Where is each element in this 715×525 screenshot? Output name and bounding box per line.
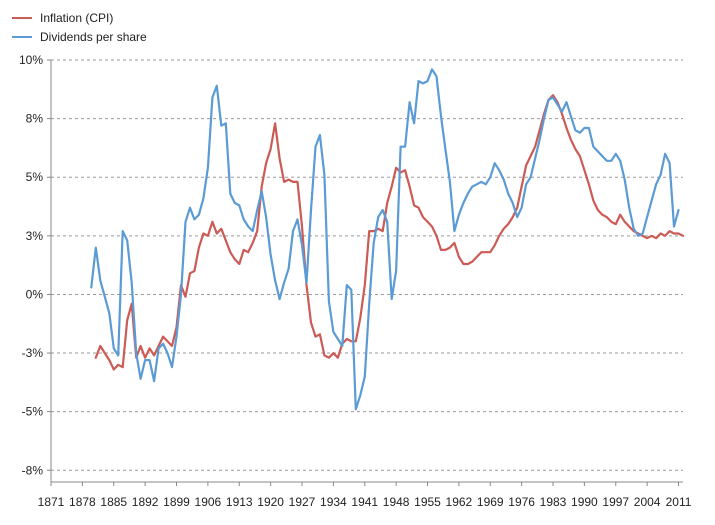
- y-tick-label: 10%: [19, 53, 43, 67]
- x-tick-label: 1892: [132, 495, 159, 509]
- x-tick-label: 1969: [477, 495, 504, 509]
- y-tick-label: -8%: [22, 463, 44, 477]
- y-tick-labels: 10% 8% 5% 3% 0% -3% -5% -8%: [19, 53, 51, 477]
- x-tick-label: 1997: [602, 495, 629, 509]
- x-tick-label: 1878: [69, 495, 96, 509]
- x-tick-label: 1934: [320, 495, 347, 509]
- legend-item-inflation: Inflation (CPI): [12, 8, 147, 27]
- x-tick-label: 1983: [540, 495, 567, 509]
- x-tick-label: 1871: [38, 495, 65, 509]
- x-tick-label: 1927: [289, 495, 316, 509]
- x-tick-label: 1955: [414, 495, 441, 509]
- y-tick-label: -3%: [22, 346, 44, 360]
- x-tick-label: 1920: [257, 495, 284, 509]
- x-tick-label: 1941: [351, 495, 378, 509]
- x-tick-label: 1948: [383, 495, 410, 509]
- y-tick-label: 3%: [26, 229, 44, 243]
- x-tick-label: 2011: [666, 495, 692, 509]
- legend-swatch-dividends: [12, 35, 32, 38]
- legend-swatch-inflation: [12, 16, 32, 19]
- x-tick-label: 1962: [446, 495, 473, 509]
- x-tick-label: 1899: [163, 495, 190, 509]
- y-tick-label: -5%: [22, 405, 44, 419]
- y-tick-label: 5%: [26, 170, 44, 184]
- x-tick-labels: 1871 1878 1885 1892 1899 1906 1913 1920 1927 1934…: [38, 482, 692, 509]
- x-tick-label: 1976: [508, 495, 535, 509]
- y-tick-label: 0%: [26, 287, 44, 301]
- x-tick-label: 1906: [195, 495, 222, 509]
- legend: Inflation (CPI) Dividends per share: [12, 8, 147, 46]
- x-tick-label: 2004: [634, 495, 661, 509]
- series-line-inflation: [94, 94, 685, 371]
- x-tick-label: 1990: [571, 495, 598, 509]
- x-tick-label: 1913: [226, 495, 253, 509]
- series-line-dividends: [90, 68, 680, 411]
- series-lines: [90, 68, 685, 411]
- y-tick-label: 8%: [26, 112, 44, 126]
- legend-label-dividends: Dividends per share: [40, 29, 147, 44]
- x-tick-label: 1885: [100, 495, 127, 509]
- legend-item-dividends: Dividends per share: [12, 27, 147, 46]
- legend-label-inflation: Inflation (CPI): [40, 10, 114, 25]
